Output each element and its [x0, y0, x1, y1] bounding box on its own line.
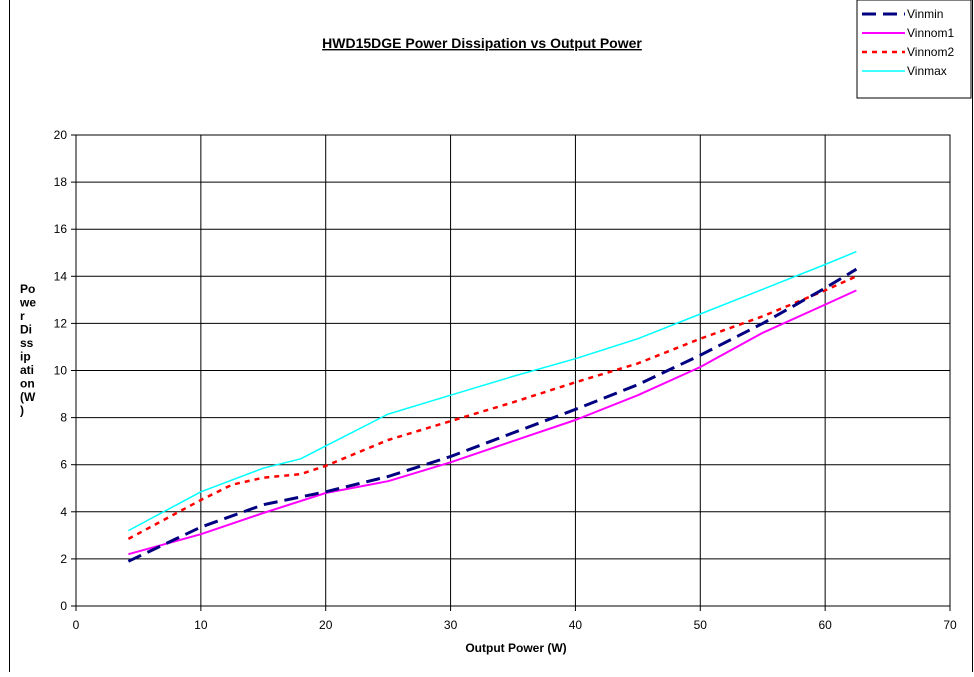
y-axis-label-line: Di [20, 323, 32, 337]
y-tick-label: 8 [60, 411, 67, 425]
y-tick-label: 12 [54, 316, 68, 330]
y-axis-label-line: Po [20, 282, 35, 296]
legend-label-vinmin: Vinmin [907, 7, 943, 21]
chart-title: HWD15DGE Power Dissipation vs Output Pow… [322, 35, 642, 51]
y-axis-label: Po we r Di ss ip ati on (W) [19, 282, 36, 418]
gridlines [76, 134, 951, 606]
y-tick-label: 4 [60, 505, 67, 519]
series-line-vinmin [127, 267, 858, 563]
x-tick-label: 40 [569, 618, 583, 632]
chart-frame: 0 2 4 6 8 10 12 14 16 18 20 0 10 20 30 40 50 60 70 HWD15DG… [9, 0, 973, 672]
y-axis-label-line: we [19, 296, 36, 310]
legend-label-vinnom1: Vinnom1 [907, 26, 954, 40]
y-axis-label-line: ss [20, 336, 34, 350]
x-tick-label: 50 [694, 618, 708, 632]
y-axis-label-line: r [20, 309, 25, 323]
y-tick-label: 14 [54, 269, 68, 283]
x-tick-label: 20 [319, 618, 333, 632]
y-axis-label-line: on [20, 377, 35, 391]
legend-box [856, 0, 972, 99]
y-tick-label: 6 [60, 458, 67, 472]
x-tick-label: 60 [818, 618, 832, 632]
series-line-vinnom2 [127, 275, 857, 541]
y-tick-label: 18 [54, 175, 68, 189]
legend: Vinmin Vinnom1 Vinnom2 Vinmax [856, 0, 972, 99]
y-tick-label: 2 [60, 552, 67, 566]
chart-svg: 0 2 4 6 8 10 12 14 16 18 20 0 10 20 30 40 50 60 70 HWD15DG… [19, 0, 972, 655]
y-axis-label-line: ) [20, 404, 24, 418]
series-line-vinmax [128, 250, 857, 532]
tick-labels: 0 2 4 6 8 10 12 14 16 18 20 0 10 20 30 40 50 60 70 [54, 128, 957, 632]
y-axis-label-line: (W [20, 390, 36, 404]
x-tick-label: 0 [73, 618, 80, 632]
legend-label-vinmax: Vinmax [907, 64, 947, 78]
y-tick-label: 0 [60, 599, 67, 613]
axes [71, 134, 951, 611]
y-axis-label-line: ip [20, 350, 31, 364]
x-tick-label: 70 [943, 618, 957, 632]
y-axis-label-line: ati [20, 363, 34, 377]
x-tick-label: 30 [444, 618, 458, 632]
y-tick-label: 20 [54, 128, 68, 142]
y-tick-label: 10 [54, 364, 68, 378]
legend-label-vinnom2: Vinnom2 [907, 45, 954, 59]
series-line-vinnom1 [128, 289, 857, 556]
y-tick-label: 16 [54, 222, 68, 236]
x-tick-label: 10 [194, 618, 208, 632]
series-lines [127, 250, 858, 563]
x-axis-label: Output Power (W) [465, 641, 566, 655]
